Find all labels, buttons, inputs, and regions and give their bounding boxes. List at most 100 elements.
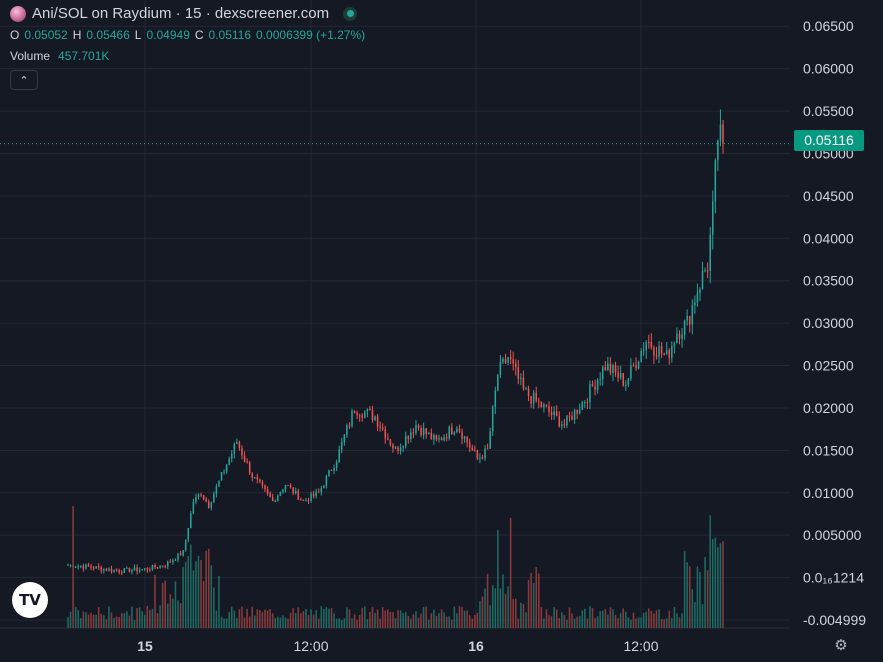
volume-bar — [110, 612, 113, 628]
volume-bar — [578, 615, 581, 628]
candle-body — [317, 491, 320, 493]
volume-bar — [640, 617, 642, 628]
y-tick-label: 0.01500 — [803, 442, 854, 458]
candle-body — [271, 497, 274, 501]
collapse-legend-button[interactable]: ⌃ — [10, 70, 38, 90]
volume-bar — [97, 607, 100, 628]
volume-bar — [609, 607, 612, 628]
candle-body — [238, 442, 241, 449]
candle-body — [103, 568, 105, 571]
volume-bar — [236, 618, 238, 628]
volume-bar — [67, 617, 69, 628]
candle-body — [504, 358, 507, 363]
volume-bar — [471, 618, 474, 628]
candle-body — [74, 566, 77, 568]
volume-bar — [415, 611, 417, 628]
volume-bar — [617, 618, 619, 628]
candle-body — [711, 201, 714, 235]
candle-body — [146, 568, 149, 570]
candle-body — [440, 438, 443, 441]
candle-body — [126, 567, 128, 569]
volume-bar — [614, 614, 617, 628]
volume-bar — [351, 618, 353, 628]
candle-body — [179, 553, 182, 556]
volume-bar — [141, 611, 143, 628]
close-value: 0.05116 — [208, 28, 252, 42]
candle-body — [394, 447, 397, 449]
candle-body — [650, 342, 653, 348]
volume-bar — [481, 596, 484, 628]
volume-bar — [151, 608, 154, 628]
volume-bar — [625, 611, 627, 628]
volume-bar — [381, 606, 384, 628]
volume-bar — [474, 615, 476, 628]
candle-body — [499, 362, 502, 375]
candle-body — [514, 363, 517, 368]
volume-bar — [440, 609, 443, 628]
candle-body — [333, 468, 335, 471]
chart-settings-button[interactable]: ⚙ — [832, 637, 850, 655]
candle-body — [466, 436, 468, 443]
volume-bar — [323, 608, 325, 628]
y-tick-label: 0.0₁₆1214 — [803, 570, 864, 586]
candle-body — [420, 428, 422, 435]
candle-body — [287, 485, 289, 487]
candle-body — [381, 427, 384, 430]
candle-body — [443, 437, 445, 441]
candle-body — [481, 457, 484, 459]
volume-bar — [461, 607, 463, 628]
candle-body — [167, 561, 169, 567]
volume-bar — [683, 551, 686, 628]
volume-bar — [699, 572, 701, 628]
candle-body — [433, 435, 435, 440]
candle-body — [330, 470, 333, 472]
candle-body — [282, 489, 284, 493]
volume-bar — [133, 619, 136, 628]
volume-bar — [448, 616, 450, 628]
tradingview-logo[interactable]: TV — [12, 582, 48, 618]
volume-bar — [220, 616, 223, 628]
volume-bar — [701, 604, 704, 628]
volume-bar — [167, 603, 169, 628]
volume-bar — [317, 618, 320, 628]
candle-body — [584, 402, 586, 404]
volume-bar — [172, 598, 174, 628]
candle-body — [233, 444, 236, 454]
candle-body — [555, 411, 558, 416]
volume-bar — [394, 618, 397, 628]
volume-bar — [353, 614, 356, 628]
candle-body — [338, 449, 340, 463]
volume-bar — [335, 618, 338, 628]
volume-bar — [558, 617, 561, 628]
candle-body — [230, 453, 233, 459]
volume-bar — [704, 557, 706, 628]
volume-bar — [453, 606, 456, 628]
candle-body — [699, 289, 701, 293]
volume-bar — [555, 609, 558, 628]
candle-body — [67, 564, 69, 566]
x-tick-label: 16 — [468, 638, 484, 654]
candle-body — [527, 388, 530, 397]
volume-bar — [688, 566, 691, 628]
candle-body — [376, 416, 379, 427]
candle-body — [676, 333, 678, 344]
candle-body — [438, 438, 440, 440]
volume-bar — [517, 618, 520, 628]
volume-bar — [422, 606, 425, 628]
volume-bar — [261, 612, 264, 628]
volume-bar — [445, 616, 448, 628]
candle-body — [174, 559, 177, 561]
volume-bar — [307, 615, 310, 628]
volume-bar — [671, 618, 673, 628]
candle-body — [571, 416, 573, 420]
candle-body — [648, 341, 650, 343]
candle-body — [686, 315, 688, 321]
volume-bar — [115, 616, 118, 628]
volume-bar — [271, 613, 274, 628]
candle-body — [678, 333, 681, 339]
volume-bar — [722, 541, 724, 628]
volume-bar — [254, 615, 256, 628]
candle-body — [164, 566, 166, 568]
volume-bar — [497, 530, 499, 628]
